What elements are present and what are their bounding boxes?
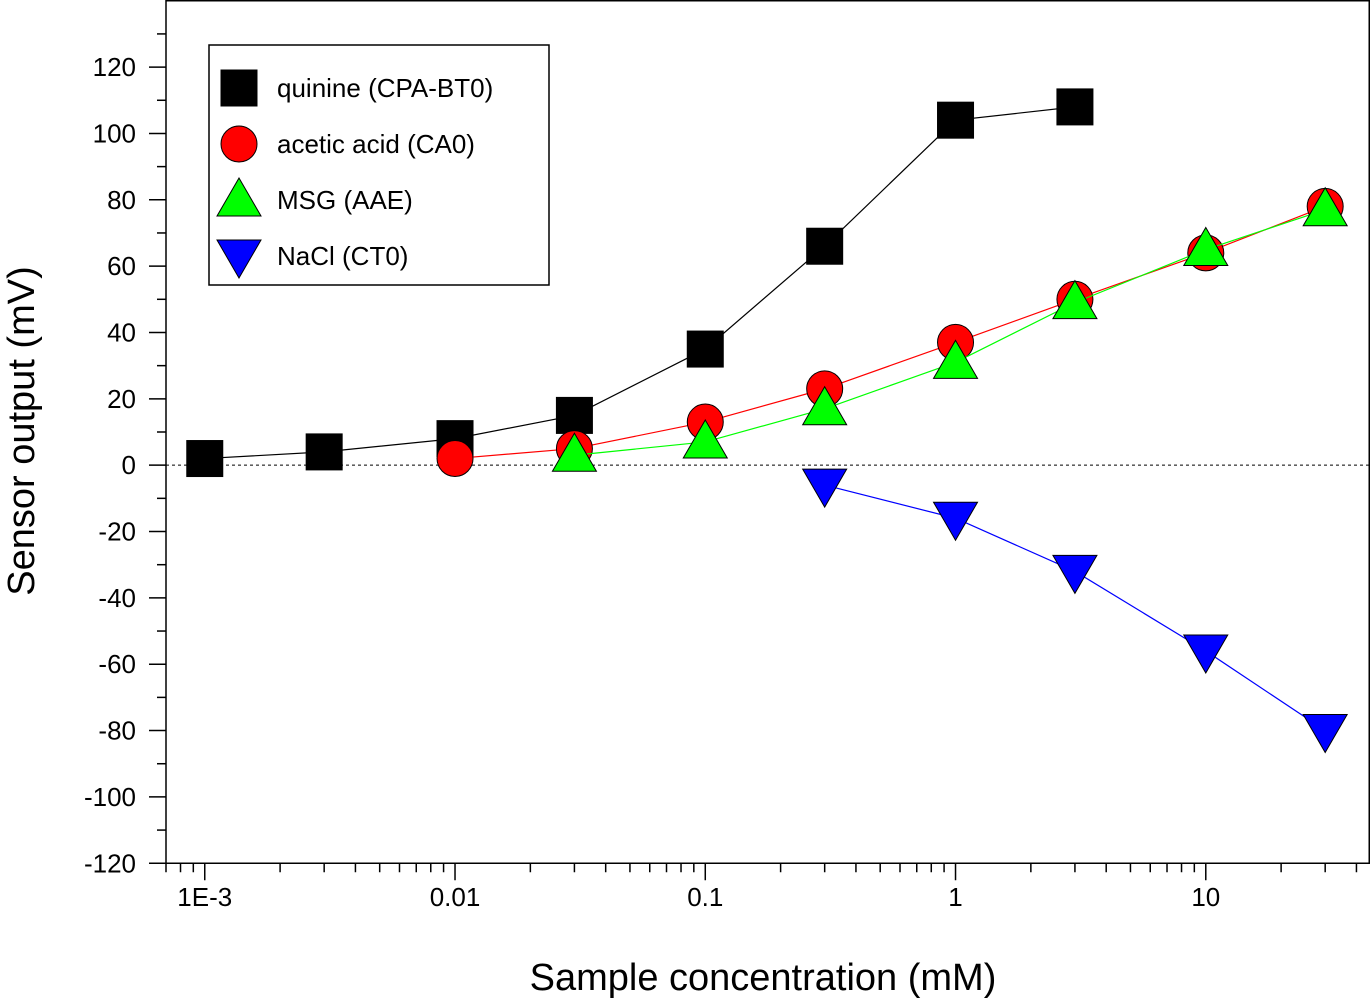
data-point bbox=[1182, 226, 1229, 267]
data-point bbox=[1052, 554, 1098, 595]
legend-marker bbox=[216, 177, 262, 217]
data-point bbox=[801, 385, 848, 426]
series-line bbox=[824, 484, 1326, 732]
x-tick-label: 1E-3 bbox=[177, 882, 232, 912]
y-tick-label: 120 bbox=[93, 52, 136, 82]
y-tick-label: 20 bbox=[107, 384, 136, 414]
legend-label: acetic acid (CA0) bbox=[277, 129, 475, 159]
data-point bbox=[555, 396, 593, 434]
legend-marker bbox=[216, 239, 262, 279]
y-tick-label: -20 bbox=[98, 517, 136, 547]
y-tick-label: 0 bbox=[122, 450, 136, 480]
data-point bbox=[1302, 186, 1349, 227]
data-point bbox=[682, 418, 729, 459]
legend: quinine (CPA-BT0) acetic acid (CA0) MSG (A… bbox=[208, 44, 550, 286]
data-point bbox=[305, 433, 343, 471]
data-point bbox=[1182, 634, 1229, 674]
series-2 bbox=[551, 186, 1349, 472]
data-point bbox=[932, 339, 979, 379]
legend-label: NaCl (CT0) bbox=[277, 241, 408, 271]
data-point bbox=[1302, 714, 1349, 754]
legend-label: MSG (AAE) bbox=[277, 185, 413, 215]
y-tick-label: 40 bbox=[107, 317, 136, 347]
legend-marker bbox=[220, 69, 258, 107]
data-point bbox=[186, 440, 224, 478]
series-0 bbox=[186, 88, 1094, 478]
x-axis-title: Sample concentration (mM) bbox=[530, 957, 997, 999]
x-axis: 1E-3 0.01 0.1 1 10 bbox=[165, 863, 1358, 912]
y-tick-label: 100 bbox=[93, 118, 136, 148]
data-point bbox=[801, 468, 848, 509]
y-tick-label: 80 bbox=[107, 185, 136, 215]
data-point bbox=[1052, 279, 1098, 320]
legend-marker bbox=[220, 125, 258, 163]
y-tick-label: -40 bbox=[98, 583, 136, 613]
x-tick-label: 1 bbox=[948, 882, 962, 912]
y-tick-label: -80 bbox=[98, 716, 136, 746]
x-tick-label: 0.01 bbox=[430, 882, 481, 912]
y-axis-title: Sensor output (mV) bbox=[1, 266, 43, 595]
data-point bbox=[436, 440, 474, 478]
data-point bbox=[937, 101, 975, 139]
y-axis: -120 -100 -80 -60 -40 -20 0 20 40 60 80 100 120 bbox=[84, 33, 166, 878]
data-point bbox=[1056, 88, 1094, 126]
legend-label: quinine (CPA-BT0) bbox=[277, 73, 493, 103]
series-line bbox=[454, 205, 1326, 460]
series-3 bbox=[801, 468, 1349, 754]
x-tick-label: 10 bbox=[1191, 882, 1220, 912]
x-tick-label: 0.1 bbox=[687, 882, 723, 912]
y-tick-label: 60 bbox=[107, 251, 136, 281]
y-tick-label: -100 bbox=[84, 782, 136, 812]
y-tick-label: -120 bbox=[84, 848, 136, 878]
legend-box bbox=[208, 44, 550, 286]
series-line bbox=[204, 106, 1075, 460]
data-point bbox=[932, 501, 979, 542]
series-layer bbox=[186, 88, 1349, 754]
data-point bbox=[686, 330, 724, 368]
data-point bbox=[551, 432, 598, 472]
y-tick-label: -60 bbox=[98, 649, 136, 679]
data-point bbox=[806, 227, 844, 265]
